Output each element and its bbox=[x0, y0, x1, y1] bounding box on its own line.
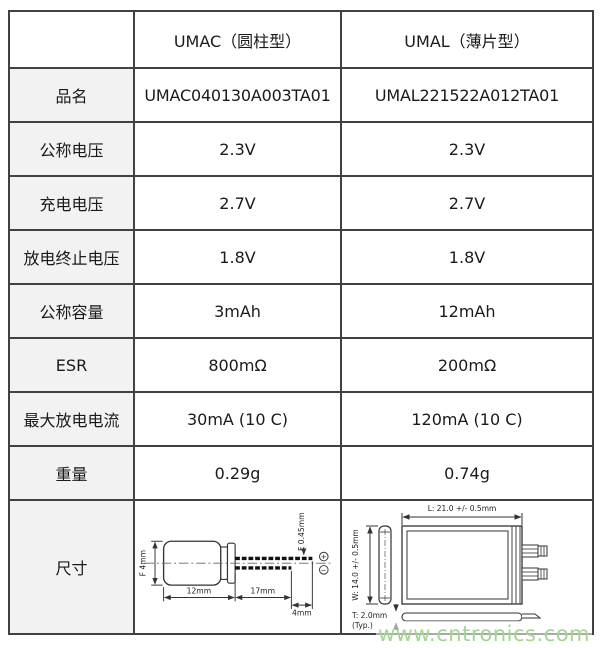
header-umac: UMAC（圆柱型） bbox=[133, 10, 342, 69]
umac-nominal-capacity: 3mAh bbox=[133, 283, 342, 339]
umac-dimension-cell: F 4mm 12mm 17mm 4mm F 0.45mm + − bbox=[133, 499, 342, 635]
row-label-esr: ESR bbox=[8, 337, 135, 393]
row-label-weight: 重量 bbox=[8, 445, 135, 501]
row-label-dimensions: 尺寸 bbox=[8, 499, 135, 635]
terminal-tab-top bbox=[521, 544, 547, 558]
table-row: ESR 800mΩ 200mΩ bbox=[8, 337, 594, 393]
row-label-charge-voltage: 充电电压 bbox=[8, 175, 135, 231]
table-row: 公称电压 2.3V 2.3V bbox=[8, 121, 594, 177]
spec-table: UMAC（圆柱型） UMAL（薄片型） 品名 UMAC040130A003TA0… bbox=[8, 10, 594, 635]
umal-cutoff-voltage: 1.8V bbox=[340, 229, 594, 285]
umac-product-name: UMAC040130A003TA01 bbox=[133, 67, 342, 123]
table-row: 重量 0.29g 0.74g bbox=[8, 445, 594, 501]
umac-charge-voltage: 2.7V bbox=[133, 175, 342, 231]
umal-dimension-cell: L: 21.0 +/- 0.5mm W: 14.0 +/- 0.5mm bbox=[340, 499, 594, 635]
umal-max-discharge-current: 120mA (10 C) bbox=[340, 391, 594, 447]
umac-esr: 800mΩ bbox=[133, 337, 342, 393]
bottom-view-tab bbox=[521, 613, 541, 619]
thickness-typ-label: (Typ.) bbox=[352, 621, 373, 630]
umac-max-discharge-current: 30mA (10 C) bbox=[133, 391, 342, 447]
header-umal: UMAL（薄片型） bbox=[340, 10, 594, 69]
body-diameter-label: F 4mm bbox=[138, 550, 147, 576]
umal-charge-voltage: 2.7V bbox=[340, 175, 594, 231]
thickness-label: T: 2.0mm bbox=[351, 611, 387, 620]
umal-esr: 200mΩ bbox=[340, 337, 594, 393]
umal-product-name: UMAL221522A012TA01 bbox=[340, 67, 594, 123]
terminal-tab-bottom bbox=[521, 567, 547, 581]
pouch-front-view bbox=[400, 525, 523, 605]
row-label-nominal-capacity: 公称容量 bbox=[8, 283, 135, 339]
polarity-negative-sign: − bbox=[321, 566, 327, 575]
lead-offset-label: 4mm bbox=[292, 609, 312, 618]
row-label-cutoff-voltage: 放电终止电压 bbox=[8, 229, 135, 285]
umal-weight: 0.74g bbox=[340, 445, 594, 501]
table-row: 公称容量 3mAh 12mAh bbox=[8, 283, 594, 339]
row-label-product-name: 品名 bbox=[8, 67, 135, 123]
width-label: W: 14.0 +/- 0.5mm bbox=[351, 529, 360, 600]
umal-nominal-capacity: 12mAh bbox=[340, 283, 594, 339]
polarity-positive-sign: + bbox=[321, 552, 327, 561]
umal-dimension-diagram: L: 21.0 +/- 0.5mm W: 14.0 +/- 0.5mm bbox=[351, 504, 547, 630]
umac-cutoff-voltage: 1.8V bbox=[133, 229, 342, 285]
watermark-cntronics: www.cntronics.com bbox=[375, 621, 592, 647]
row-label-max-discharge-current: 最大放电电流 bbox=[8, 391, 135, 447]
pouch-bottom-view bbox=[400, 612, 523, 622]
body-length-label: 12mm bbox=[187, 587, 212, 596]
pouch-inner-outline bbox=[406, 530, 508, 600]
polarity-negative-icon bbox=[319, 565, 329, 575]
lead-diameter-label: F 0.45mm bbox=[297, 512, 306, 551]
table-row: 放电终止电压 1.8V 1.8V bbox=[8, 229, 594, 285]
umal-nominal-voltage: 2.3V bbox=[340, 121, 594, 177]
length-label: L: 21.0 +/- 0.5mm bbox=[427, 504, 496, 513]
umac-nominal-voltage: 2.3V bbox=[133, 121, 342, 177]
row-label-nominal-voltage: 公称电压 bbox=[8, 121, 135, 177]
polarity-positive-icon bbox=[319, 551, 329, 562]
table-row: 品名 UMAC040130A003TA01 UMAL221522A012TA01 bbox=[8, 67, 594, 123]
lead-length-label: 17mm bbox=[251, 587, 276, 596]
table-row-dimensions: 尺寸 F 4mm bbox=[8, 499, 594, 635]
header-empty-cell bbox=[8, 10, 135, 69]
table-row: 最大放电电流 30mA (10 C) 120mA (10 C) bbox=[8, 391, 594, 447]
umac-weight: 0.29g bbox=[133, 445, 342, 501]
umac-dimension-diagram: F 4mm 12mm 17mm 4mm F 0.45mm + − bbox=[138, 512, 334, 618]
table-header-row: UMAC（圆柱型） UMAL（薄片型） bbox=[8, 10, 594, 69]
table-row: 充电电压 2.7V 2.7V bbox=[8, 175, 594, 231]
